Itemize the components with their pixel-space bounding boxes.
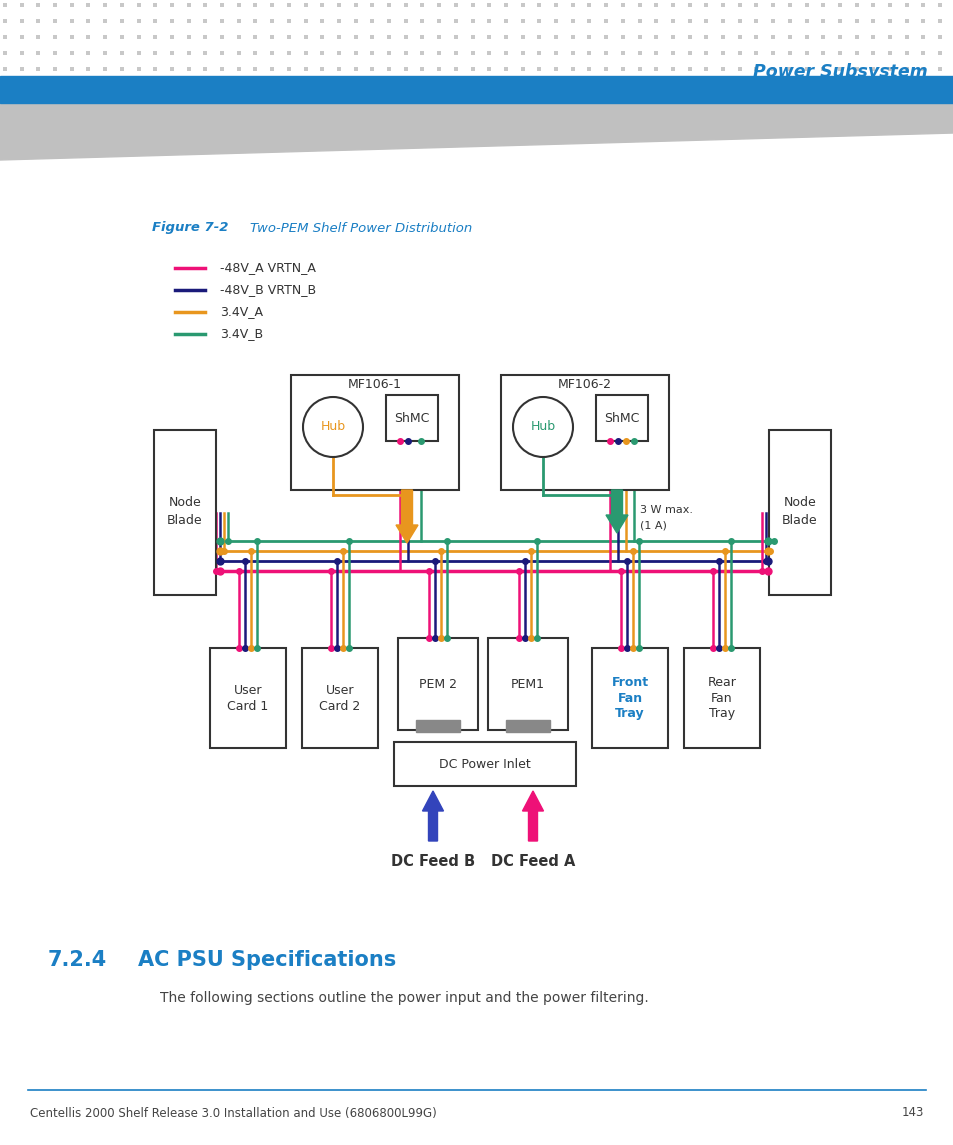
FancyArrow shape xyxy=(395,490,417,543)
Bar xyxy=(596,395,647,441)
Text: Fan: Fan xyxy=(710,692,732,704)
Bar xyxy=(505,720,550,732)
Bar xyxy=(386,395,437,441)
Text: PEM 2: PEM 2 xyxy=(418,678,456,690)
Text: ShMC: ShMC xyxy=(394,411,429,425)
Text: Fan: Fan xyxy=(617,692,642,704)
FancyArrow shape xyxy=(605,490,627,534)
Text: Centellis 2000 Shelf Release 3.0 Installation and Use (6806800L99G): Centellis 2000 Shelf Release 3.0 Install… xyxy=(30,1106,436,1120)
Text: Tray: Tray xyxy=(708,706,735,719)
Bar xyxy=(416,720,459,732)
Text: User: User xyxy=(233,684,262,696)
Text: PEM1: PEM1 xyxy=(511,678,544,690)
Polygon shape xyxy=(0,103,953,160)
Text: Blade: Blade xyxy=(781,514,817,527)
Text: Two-PEM Shelf Power Distribution: Two-PEM Shelf Power Distribution xyxy=(250,221,472,235)
Bar xyxy=(210,648,286,748)
Text: Blade: Blade xyxy=(167,514,203,527)
Text: Card 1: Card 1 xyxy=(227,701,269,713)
Text: The following sections outline the power input and the power filtering.: The following sections outline the power… xyxy=(160,992,648,1005)
Text: 3.4V_B: 3.4V_B xyxy=(220,327,263,340)
Bar xyxy=(302,648,377,748)
Text: MF106-1: MF106-1 xyxy=(348,379,401,392)
Text: -48V_A VRTN_A: -48V_A VRTN_A xyxy=(220,261,315,275)
Text: MF106-2: MF106-2 xyxy=(558,379,612,392)
Text: AC PSU Specifications: AC PSU Specifications xyxy=(138,950,395,970)
Bar xyxy=(0,76,953,103)
Text: 3 W max.: 3 W max. xyxy=(639,505,692,515)
Text: 7.2.4: 7.2.4 xyxy=(48,950,107,970)
Text: -48V_B VRTN_B: -48V_B VRTN_B xyxy=(220,284,315,297)
Bar xyxy=(488,638,567,731)
Text: ShMC: ShMC xyxy=(603,411,639,425)
Text: Hub: Hub xyxy=(530,420,555,434)
Text: 143: 143 xyxy=(901,1106,923,1120)
Text: DC Feed B: DC Feed B xyxy=(391,853,475,869)
Text: Tray: Tray xyxy=(615,706,644,719)
Bar xyxy=(291,376,458,490)
Text: Figure 7-2: Figure 7-2 xyxy=(152,221,229,235)
Text: Front: Front xyxy=(611,677,648,689)
Text: Node: Node xyxy=(782,496,816,510)
Text: Hub: Hub xyxy=(320,420,345,434)
FancyArrow shape xyxy=(522,791,543,840)
Text: User: User xyxy=(325,684,354,696)
Bar xyxy=(592,648,667,748)
Bar xyxy=(153,431,215,595)
Bar xyxy=(500,376,668,490)
Bar xyxy=(397,638,477,731)
Text: 3.4V_A: 3.4V_A xyxy=(220,306,263,318)
Text: DC Power Inlet: DC Power Inlet xyxy=(438,758,530,771)
Text: Power Subsystem: Power Subsystem xyxy=(752,63,926,81)
Text: (1 A): (1 A) xyxy=(639,520,666,530)
FancyArrow shape xyxy=(422,791,443,840)
Text: DC Feed A: DC Feed A xyxy=(490,853,575,869)
Text: Node: Node xyxy=(169,496,201,510)
Bar xyxy=(683,648,760,748)
Bar xyxy=(394,742,576,785)
Text: Card 2: Card 2 xyxy=(319,701,360,713)
Text: Rear: Rear xyxy=(707,677,736,689)
Bar xyxy=(768,431,830,595)
